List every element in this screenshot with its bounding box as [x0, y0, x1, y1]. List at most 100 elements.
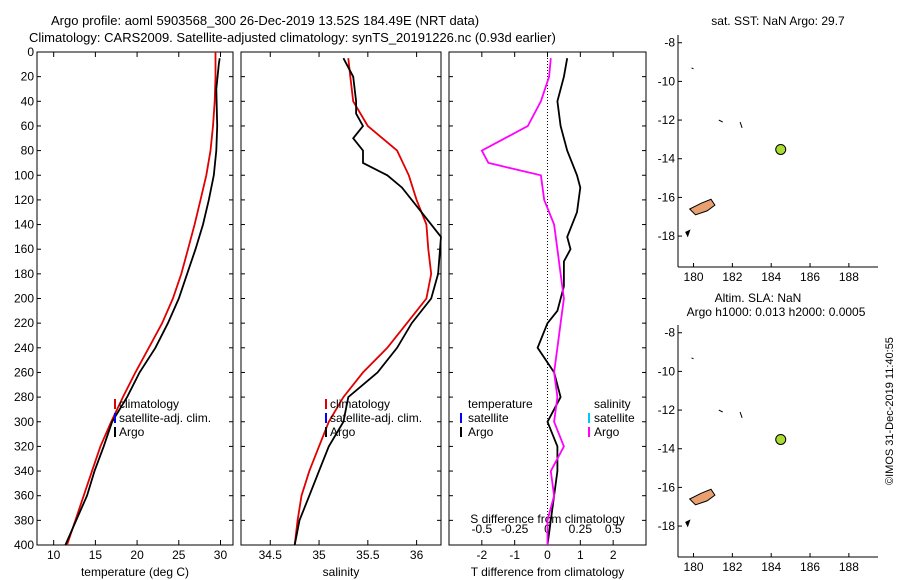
- top-x-tick-label: -0.5: [471, 522, 492, 536]
- top-x-tick-label: 0.5: [605, 522, 622, 536]
- x-tick-label: 35.5: [356, 548, 380, 562]
- map-x-tick-label: 184: [761, 560, 781, 574]
- x-tick-label: 20: [130, 548, 144, 562]
- map-x-tick-label: 186: [800, 560, 820, 574]
- map-x-tick-label: 180: [684, 270, 704, 284]
- top-x-tick-label: -0.25: [501, 522, 529, 536]
- map-y-tick-label: -18: [658, 229, 676, 243]
- map-y-tick-label: -10: [658, 364, 676, 378]
- map-title: sat. SST: NaN Argo: 29.7: [711, 14, 845, 28]
- x-tick-label: 36: [410, 548, 424, 562]
- x-tick-label: 1: [577, 548, 584, 562]
- y-tick-label: 140: [14, 218, 34, 232]
- map-y-tick-label: -8: [664, 36, 675, 50]
- y-tick-label: 80: [21, 144, 35, 158]
- y-tick-label: 180: [14, 267, 34, 281]
- map-x-tick-label: 188: [839, 270, 859, 284]
- y-tick-label: 400: [14, 538, 34, 552]
- y-tick-label: 160: [14, 242, 34, 256]
- map-y-tick-label: -16: [658, 480, 676, 494]
- map-y-tick-label: -14: [658, 442, 676, 456]
- x-tick-label: 34.5: [259, 548, 283, 562]
- legend-label: satellite: [594, 411, 635, 425]
- y-tick-label: 380: [14, 513, 34, 527]
- x-tick-label: -1: [509, 548, 520, 562]
- series-line-t-difference-argo-: [536, 58, 582, 546]
- series-line-argo: [64, 58, 221, 546]
- legend-title-salinity: salinity: [594, 397, 631, 411]
- plot-frame: [240, 51, 442, 546]
- y-tick-label: 300: [14, 415, 34, 429]
- difference-panel: -2 -1 0 1 2 T difference from climatology -0.5…: [448, 51, 647, 579]
- figure-title-line2: Climatology: CARS2009. Satellite-adjuste…: [29, 30, 556, 45]
- x-tick-label: 0: [544, 548, 551, 562]
- y-tick-label: 60: [21, 119, 35, 133]
- map-y-tick-label: -12: [658, 403, 676, 417]
- map-coastline: [685, 229, 691, 238]
- map-title-line2: Argo h1000: 0.013 h2000: 0.0005: [687, 305, 866, 319]
- figure-title-line1: Argo profile: aoml 5903568_300 26-Dec-20…: [51, 13, 479, 28]
- map-coastline: [688, 198, 716, 216]
- top-x-tick-label: 0.25: [569, 522, 593, 536]
- map-x-tick-label: 188: [839, 560, 859, 574]
- map-y-tick-label: -12: [658, 113, 676, 127]
- y-tick-label: 20: [21, 70, 35, 84]
- map-coastline: [739, 121, 743, 128]
- legend-label: Argo: [468, 425, 494, 439]
- legend-label: Argo: [119, 425, 145, 439]
- y-tick-label: 340: [14, 464, 34, 478]
- y-tick-label: 220: [14, 316, 34, 330]
- argo-position-marker: [775, 433, 787, 445]
- map-coastline: [718, 409, 723, 413]
- map-x-tick-label: 184: [761, 270, 781, 284]
- x-tick-label: -2: [476, 548, 487, 562]
- y-tick-label: 260: [14, 365, 34, 379]
- legend-label: satellite-adj. clim.: [119, 411, 211, 425]
- map-title-line1: Altim. SLA: NaN: [715, 291, 802, 305]
- copyright-label: ©IMOS 31-Dec-2019 11:40:55: [884, 337, 896, 485]
- legend-title-temperature: temperature: [468, 397, 533, 411]
- map-x-tick-label: 186: [800, 270, 820, 284]
- argo-position-marker: [775, 143, 787, 155]
- x-tick-label: 15: [89, 548, 103, 562]
- map-coastline: [685, 519, 691, 528]
- series-line-s-difference-argo-: [480, 58, 565, 545]
- x-tick-label: 25: [172, 548, 186, 562]
- sst-map-panel: 180 182 184 186 188 -8 -10 -12 -14 -16 -18 sat. SST…: [658, 14, 878, 284]
- sla-map-panel: 180 182 184 186 188 -8 -10 -12 -14 -16 -18 Altim. S…: [658, 291, 878, 574]
- y-tick-label: 100: [14, 168, 34, 182]
- series-line-argo: [293, 57, 442, 546]
- x-tick-label: 30: [214, 548, 228, 562]
- y-tick-label: 0: [27, 45, 34, 59]
- map-coastline: [691, 357, 694, 360]
- temperature-panel: 10 15 20 25 30020406080100120140160180200220…: [14, 45, 234, 579]
- map-y-tick-label: -16: [658, 190, 676, 204]
- x-tick-label: 2: [610, 548, 617, 562]
- series-line-climatology: [66, 52, 217, 546]
- y-tick-label: 320: [14, 439, 34, 453]
- map-coastline: [688, 488, 716, 506]
- x-tick-label: 10: [47, 548, 61, 562]
- map-coastline: [718, 119, 723, 123]
- map-y-tick-label: -14: [658, 152, 676, 166]
- series-line-climatology: [293, 58, 433, 546]
- y-tick-label: 120: [14, 193, 34, 207]
- legend-label: Argo: [330, 425, 356, 439]
- y-tick-label: 240: [14, 341, 34, 355]
- legend-label: climatology: [119, 397, 179, 411]
- legend-label: satellite: [468, 411, 509, 425]
- map-y-tick-label: -10: [658, 74, 676, 88]
- map-coastline: [739, 411, 743, 418]
- x-axis-label: T difference from climatology: [471, 565, 625, 579]
- legend-label: climatology: [330, 397, 390, 411]
- map-y-tick-label: -8: [664, 326, 675, 340]
- x-tick-label: 35: [312, 548, 326, 562]
- salinity-panel: 34.5 35 35.5 36 salinity climatologysatellite…: [240, 51, 442, 579]
- y-tick-label: 360: [14, 489, 34, 503]
- x-axis-label: salinity: [323, 565, 360, 579]
- legend-label: Argo: [594, 425, 620, 439]
- map-coastline: [691, 67, 694, 70]
- map-x-tick-label: 182: [722, 270, 742, 284]
- plot-frame: [36, 51, 234, 546]
